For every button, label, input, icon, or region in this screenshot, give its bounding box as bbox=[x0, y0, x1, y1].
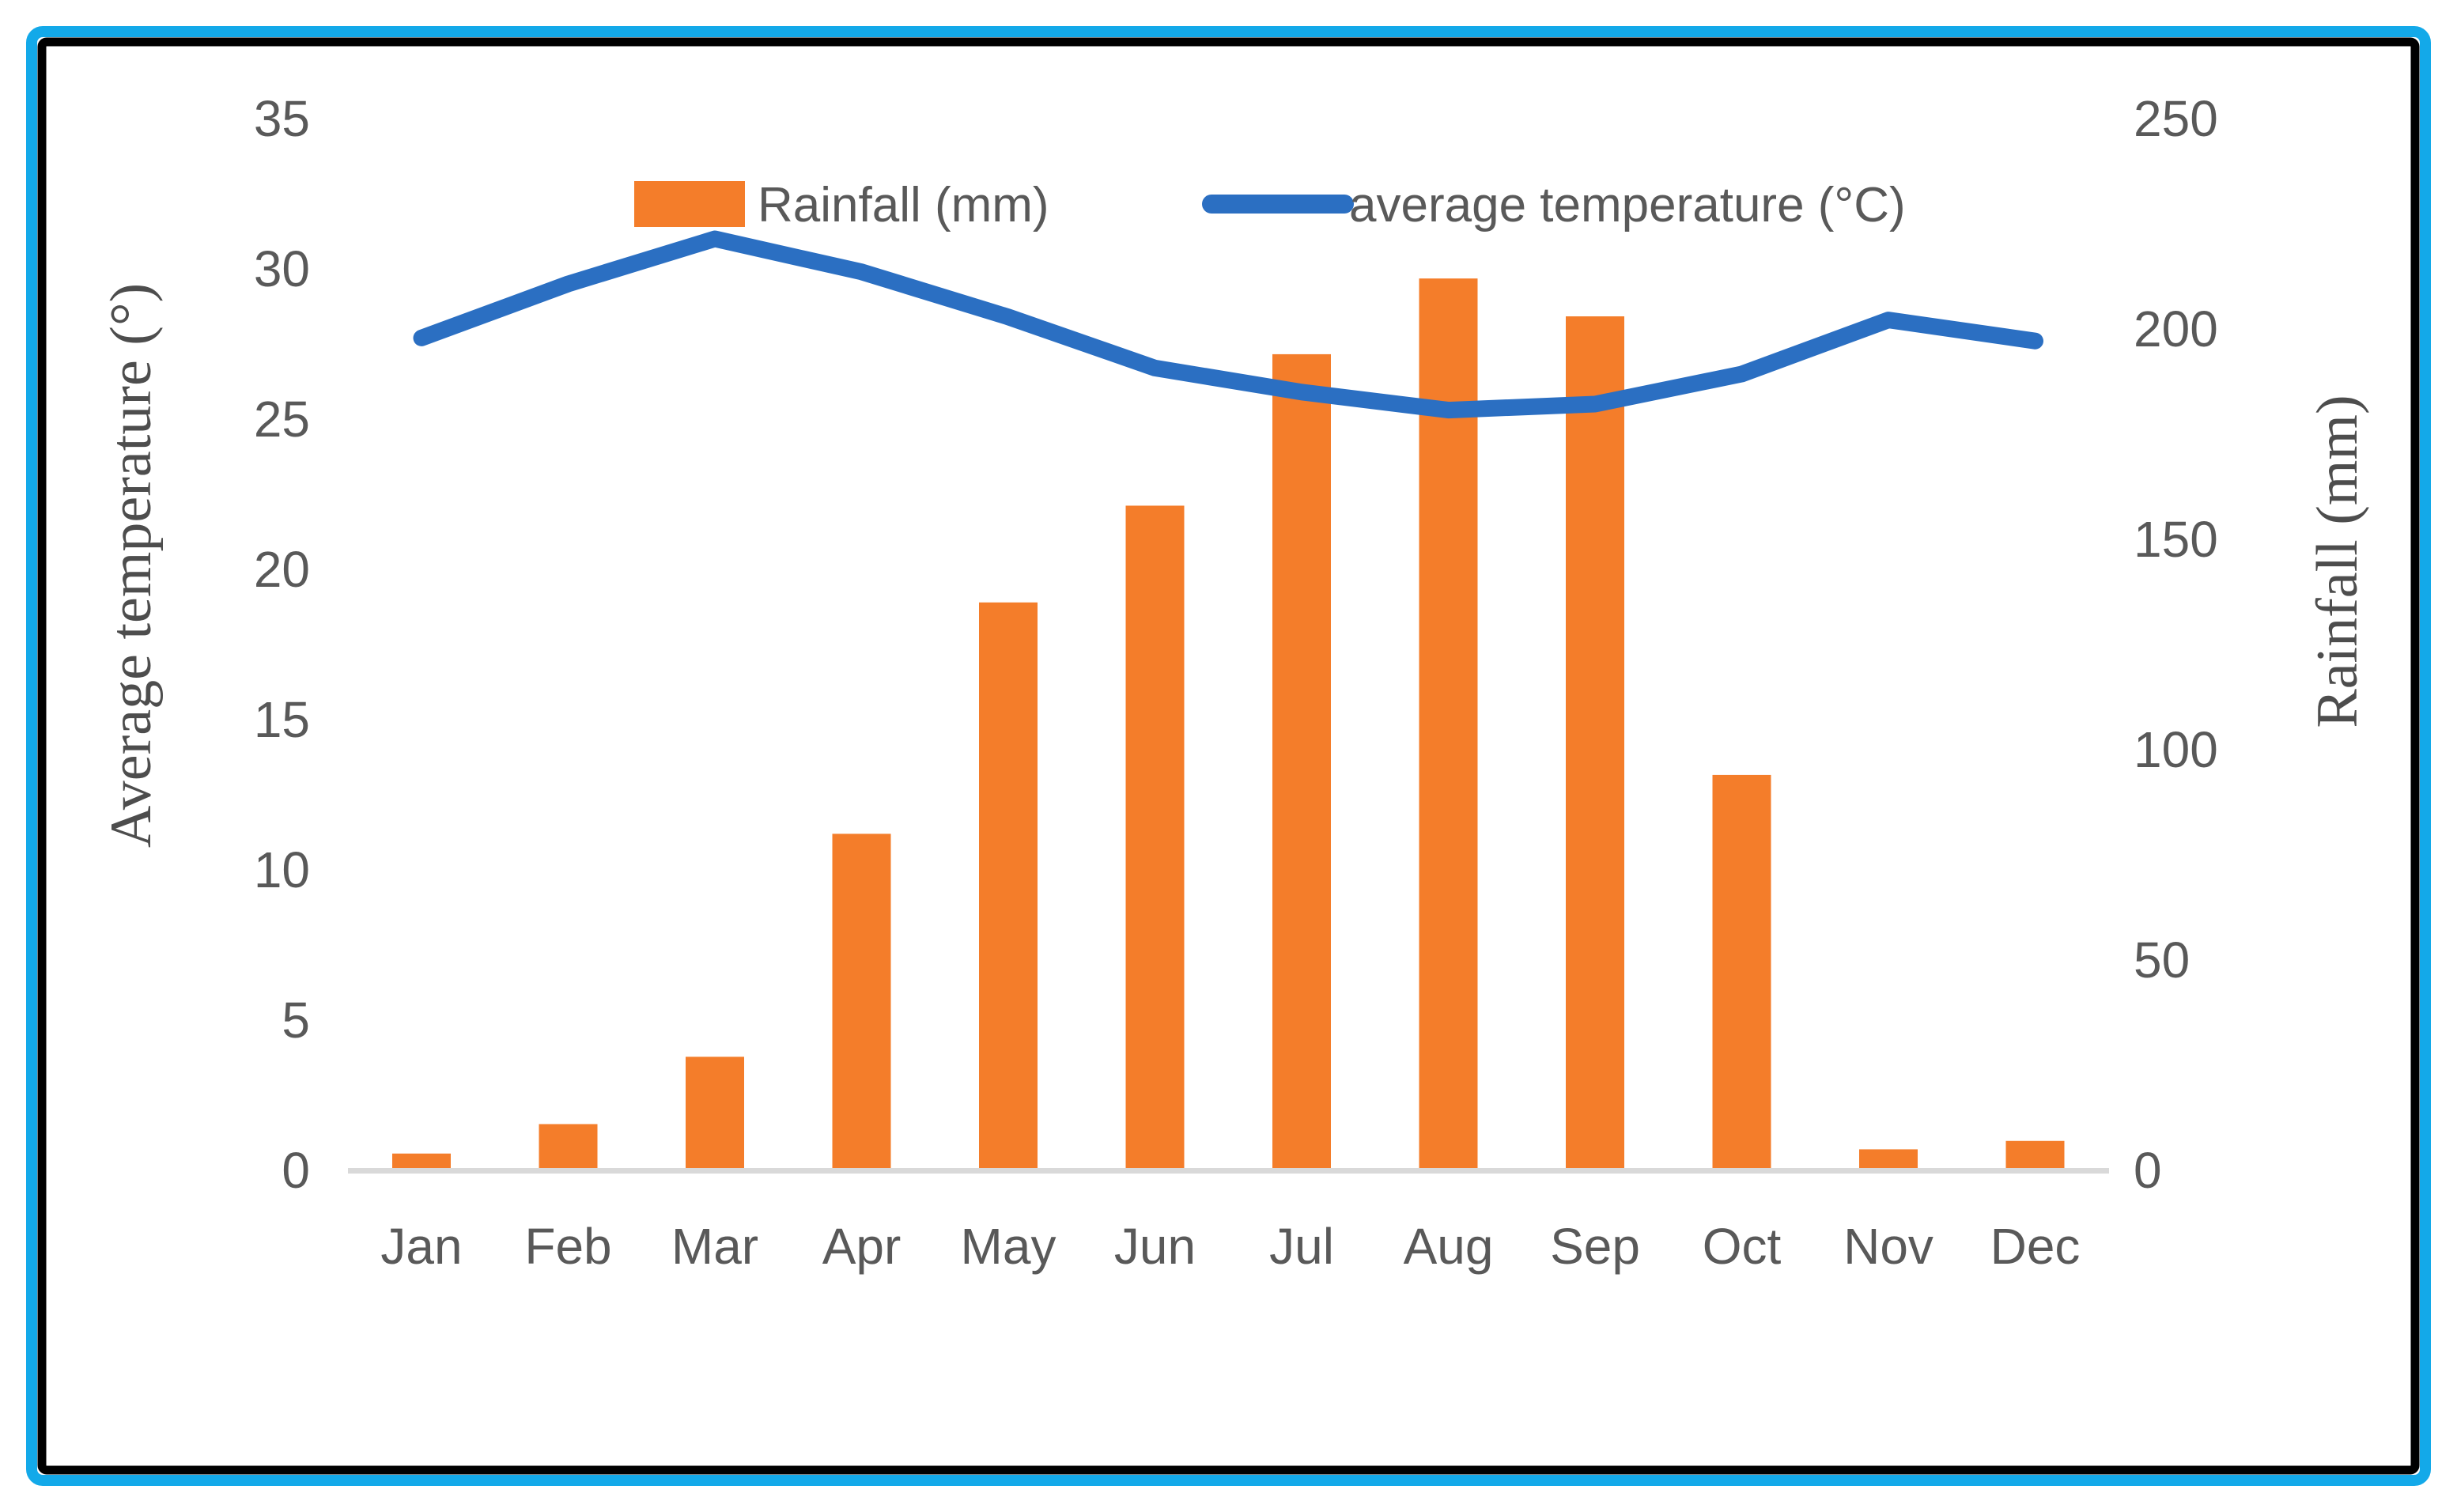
rainfall-bar-dec bbox=[2005, 1140, 2065, 1170]
legend-rainfall-swatch bbox=[634, 181, 745, 227]
right-axis-tick-labels: 0 50 100 150 200 250 bbox=[2134, 90, 2218, 1199]
left-axis-title: Average temperature (°) bbox=[99, 283, 164, 848]
rainfall-bar-jun bbox=[1125, 505, 1185, 1170]
rainfall-bar-may bbox=[979, 602, 1038, 1170]
rainfall-bar-apr bbox=[832, 833, 891, 1170]
x-axis-line bbox=[348, 1168, 2109, 1174]
right-axis-title: Rainfall (mm) bbox=[2305, 395, 2370, 728]
rainfall-bar-feb bbox=[539, 1124, 598, 1170]
left-axis-tick-15: 15 bbox=[254, 691, 310, 748]
rainfall-bar-jan bbox=[392, 1153, 451, 1170]
left-axis-tick-0: 0 bbox=[282, 1142, 310, 1199]
left-axis-tick-30: 30 bbox=[254, 240, 310, 297]
legend: Rainfall (mm) average temperature (°C) bbox=[634, 178, 1906, 232]
legend-temperature-label: average temperature (°C) bbox=[1349, 178, 1906, 232]
x-axis-label-apr: Apr bbox=[822, 1218, 902, 1275]
rainfall-bar-jul bbox=[1272, 353, 1331, 1170]
rainfall-bar-sep bbox=[1566, 316, 1624, 1170]
x-axis-label-jul: Jul bbox=[1269, 1218, 1334, 1275]
x-axis-label-nov: Nov bbox=[1843, 1218, 1933, 1275]
temperature-line bbox=[413, 230, 2043, 419]
x-axis-label-may: May bbox=[961, 1218, 1057, 1275]
right-axis-tick-50: 50 bbox=[2134, 932, 2190, 988]
right-axis-tick-150: 150 bbox=[2134, 511, 2218, 568]
rainfall-bars bbox=[392, 278, 2065, 1170]
right-axis-tick-200: 200 bbox=[2134, 301, 2218, 357]
frame-black-border bbox=[37, 37, 2420, 1475]
rainfall-bar-aug bbox=[1419, 278, 1478, 1170]
x-axis-label-jun: Jun bbox=[1114, 1218, 1196, 1275]
x-axis-label-dec: Dec bbox=[1990, 1218, 2081, 1275]
x-axis-label-jan: Jan bbox=[380, 1218, 462, 1275]
right-axis-tick-100: 100 bbox=[2134, 721, 2218, 778]
rainfall-bar-oct bbox=[1712, 774, 1771, 1170]
x-axis-labels: Jan Feb Mar Apr May Jun Jul Aug Sep Oct Nov Dec bbox=[380, 1218, 2080, 1275]
rainfall-bar-mar bbox=[686, 1057, 744, 1170]
x-axis-label-feb: Feb bbox=[524, 1218, 611, 1275]
x-axis-label-oct: Oct bbox=[1703, 1218, 1782, 1275]
legend-rainfall-label: Rainfall (mm) bbox=[758, 178, 1049, 232]
right-axis-tick-250: 250 bbox=[2134, 90, 2218, 147]
x-axis-label-mar: Mar bbox=[671, 1218, 758, 1275]
left-axis-tick-20: 20 bbox=[254, 541, 310, 598]
rainfall-bar-nov bbox=[1859, 1149, 1918, 1170]
x-axis-label-sep: Sep bbox=[1550, 1218, 1640, 1275]
frame-cyan-border bbox=[26, 26, 2431, 1486]
left-axis-tick-10: 10 bbox=[254, 841, 310, 898]
left-axis-tick-25: 25 bbox=[254, 391, 310, 448]
left-axis-tick-35: 35 bbox=[254, 90, 310, 147]
left-axis-tick-5: 5 bbox=[282, 992, 310, 1049]
left-axis-tick-labels: 0 5 10 15 20 25 30 35 bbox=[254, 90, 310, 1199]
right-axis-tick-0: 0 bbox=[2134, 1142, 2162, 1199]
x-axis-label-aug: Aug bbox=[1404, 1218, 1494, 1275]
